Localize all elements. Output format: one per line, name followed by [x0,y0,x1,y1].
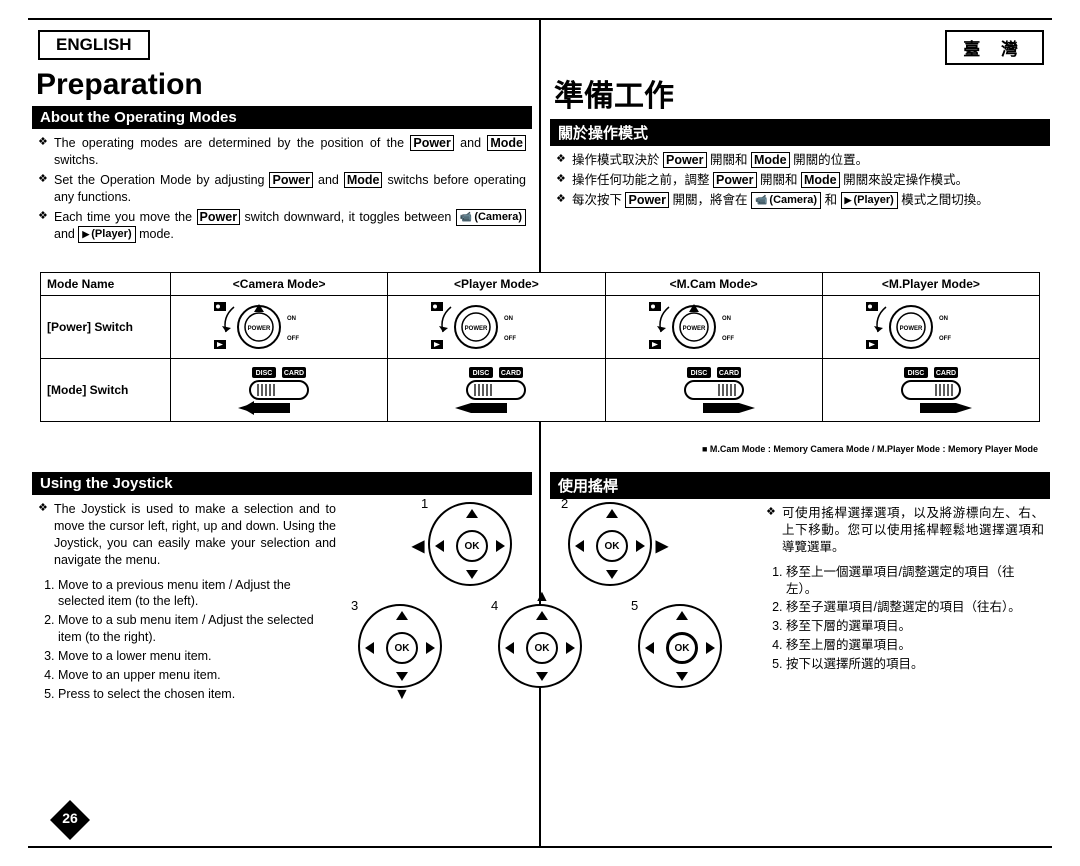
arrow-right-icon: ▶ [656,536,668,556]
ok-label: OK [386,632,418,664]
svg-text:DISC: DISC [690,370,707,377]
joystick-diagrams: 1 OK ◀ 2 OK ▶ 3 OK ▼ 4 [340,498,740,702]
svg-text:DISC: DISC [908,370,925,377]
list-item: 可使用搖桿選擇選項，以及將游標向左、右、上下移動。您可以使用搖桿輕鬆地選擇選項和… [782,505,1044,556]
column-divider [539,18,541,848]
arrow-up-icon: ▲ [534,588,550,606]
svg-text:OFF: OFF [939,336,951,342]
power-dial-mcam: POWER ON OFF [605,296,822,359]
lang-label-zh: 臺 灣 [945,30,1044,65]
power-dial-player: POWER ON OFF [388,296,605,359]
joystick-cell: 5 OK [625,600,735,688]
col-english: ENGLISH Preparation About the Operating … [32,20,532,251]
table-header: Mode Name [41,273,171,296]
arrow-down-icon: ▼ [394,686,410,704]
svg-text:ON: ON [287,316,296,322]
svg-text:DISC: DISC [256,370,273,377]
svg-text:CARD: CARD [936,370,956,377]
joystick-cell: 3 OK ▼ [345,600,455,688]
power-dial-camera: POWER ON OFF [171,296,388,359]
joystick-cell: 2 OK ▶ [555,498,665,586]
page-number-badge: 26 [50,800,90,840]
mode-table-footnote: ■ M.Cam Mode : Memory Camera Mode / M.Pl… [702,444,1038,454]
section1-list-en: The operating modes are determined by th… [32,135,532,243]
section2-bullets-en: The Joystick is used to make a selection… [32,501,342,569]
section2-bar-zh: 使用搖桿 [550,472,1050,499]
svg-text:DISC: DISC [473,370,490,377]
joystick-pad-icon: OK ▶ [568,502,652,586]
ok-label: OK [526,632,558,664]
page-number: 26 [50,810,90,826]
svg-text:CARD: CARD [719,370,739,377]
table-header: <M.Player Mode> [822,273,1039,296]
list-item: 移至上一個選單項目/調整選定的項目（往左）。 [786,564,1044,598]
list-item: Move to a lower menu item. [58,648,331,665]
list-item: Set the Operation Mode by adjusting Powe… [54,172,526,206]
joystick-pad-icon: OK [638,604,722,688]
mode-switch-disc-1: DISC CARD [171,359,388,422]
svg-text:POWER: POWER [682,326,705,332]
page-title-en: Preparation [36,68,532,102]
list-item: 每次按下 Power 開關，將會在 (Camera) 和 (Player) 模式… [572,192,1044,209]
svg-text:OFF: OFF [722,336,734,342]
list-item: Each time you move the Power switch down… [54,209,526,243]
section2-bar-en: Using the Joystick [32,472,532,495]
joystick-cell: 1 OK ◀ [415,498,525,586]
list-item: 操作模式取決於 Power 開關和 Mode 開關的位置。 [572,152,1044,169]
svg-text:POWER: POWER [900,326,923,332]
row-label-power: [Power] Switch [41,296,171,359]
joystick-pad-icon: OK ◀ [428,502,512,586]
diagram-number: 3 [351,598,358,613]
diagram-number: 2 [561,496,568,511]
page-title-zh: 準備工作 [554,71,1050,115]
section1-bar-en: About the Operating Modes [32,106,532,129]
ok-label: OK [456,530,488,562]
table-header: <Camera Mode> [171,273,388,296]
svg-text:CARD: CARD [501,370,521,377]
mode-table: Mode Name <Camera Mode> <Player Mode> <M… [40,272,1040,422]
section2-steps-zh: 移至上一個選單項目/調整選定的項目（往左）。 移至子選單項目/調整選定的項目（往… [760,564,1050,673]
svg-text:CARD: CARD [284,370,304,377]
diagram-number: 1 [421,496,428,511]
section1-list-zh: 操作模式取決於 Power 開關和 Mode 開關的位置。 操作任何功能之前，調… [550,152,1050,209]
arrow-left-icon: ◀ [412,536,424,556]
mode-switch-disc-2: DISC CARD [388,359,605,422]
list-item: Move to a sub menu item / Adjust the sel… [58,612,331,646]
joystick-pad-icon: OK ▼ [358,604,442,688]
mode-switch-card-2: DISC CARD [822,359,1039,422]
list-item: Move to an upper menu item. [58,667,331,684]
svg-text:ON: ON [722,316,731,322]
list-item: The operating modes are determined by th… [54,135,526,169]
power-dial-mplayer: POWER ON OFF [822,296,1039,359]
lang-label-en: ENGLISH [38,30,150,60]
list-item: 按下以選擇所選的項目。 [786,656,1044,673]
list-item: Move to a previous menu item / Adjust th… [58,577,331,611]
list-item: The Joystick is used to make a selection… [54,501,336,569]
list-item: Press to select the chosen item. [58,686,331,703]
list-item: 移至上層的選單項目。 [786,637,1044,654]
list-item: 操作任何功能之前，調整 Power 開關和 Mode 開關來設定操作模式。 [572,172,1044,189]
list-item: 移至下層的選單項目。 [786,618,1044,635]
joystick-pad-icon: OK ▲ [498,604,582,688]
list-item: 移至子選單項目/調整選定的項目（往右）。 [786,599,1044,616]
section2-bullets-zh: 可使用搖桿選擇選項，以及將游標向左、右、上下移動。您可以使用搖桿輕鬆地選擇選項和… [760,505,1050,556]
col-chinese: 臺 灣 準備工作 關於操作模式 操作模式取決於 Power 開關和 Mode 開… [550,20,1050,217]
svg-text:POWER: POWER [465,326,488,332]
table-header: <Player Mode> [388,273,605,296]
svg-text:ON: ON [504,316,513,322]
mode-switch-card-1: DISC CARD [605,359,822,422]
svg-text:POWER: POWER [248,326,271,332]
svg-text:OFF: OFF [504,336,516,342]
section1-bar-zh: 關於操作模式 [550,119,1050,146]
row-label-mode: [Mode] Switch [41,359,171,422]
svg-text:ON: ON [939,316,948,322]
ok-label: OK [596,530,628,562]
ok-label: OK [666,632,698,664]
diagram-number: 4 [491,598,498,613]
svg-text:OFF: OFF [287,336,299,342]
section2-steps-en: Move to a previous menu item / Adjust th… [32,577,337,703]
table-header: <M.Cam Mode> [605,273,822,296]
diagram-number: 5 [631,598,638,613]
joystick-cell: 4 OK ▲ [485,600,595,688]
